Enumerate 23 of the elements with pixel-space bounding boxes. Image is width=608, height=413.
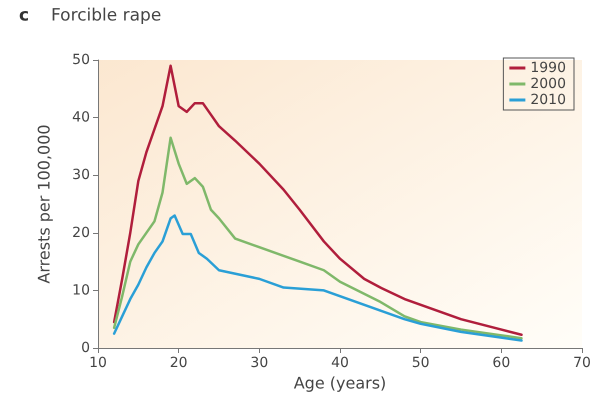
x-tick-label: 40 (331, 355, 349, 371)
line-series (112, 214, 523, 342)
x-axis-title: Age (years) (294, 373, 386, 392)
y-tick-label: 0 (81, 340, 90, 356)
legend-label: 2000 (530, 76, 566, 92)
chart-subtitle: Forcible rape (51, 6, 162, 26)
x-tick-label: 70 (573, 355, 591, 371)
y-tick-label: 50 (72, 52, 90, 68)
legend-label: 2010 (530, 92, 566, 108)
line-series (112, 136, 523, 340)
line-series (112, 64, 523, 336)
y-tick-label: 10 (72, 282, 90, 298)
x-tick-label: 10 (89, 355, 107, 371)
chart-title: c (19, 6, 30, 26)
x-tick-label: 20 (170, 355, 188, 371)
legend-label: 1990 (530, 60, 566, 76)
y-tick-label: 30 (72, 167, 90, 184)
y-axis-title: Arrests per 100,000 (34, 124, 54, 284)
x-tick-label: 50 (412, 355, 430, 371)
x-tick-label: 60 (492, 355, 510, 371)
y-tick-label: 40 (72, 110, 90, 126)
x-tick-label: 30 (250, 355, 268, 371)
y-tick-label: 20 (72, 224, 90, 241)
